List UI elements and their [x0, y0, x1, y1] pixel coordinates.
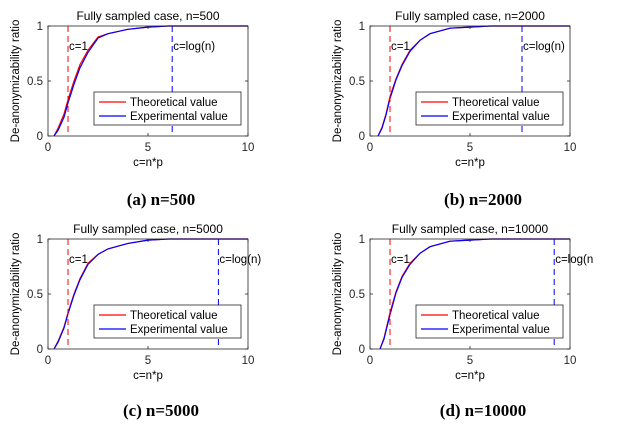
x-tick-label: 5 — [467, 142, 473, 154]
legend-label-theoretical: Theoretical value — [130, 97, 218, 109]
reference-label-clogn: c=log(n) — [523, 41, 565, 53]
legend-label-theoretical: Theoretical value — [452, 97, 540, 109]
legend-label-experimental: Experimental value — [130, 111, 228, 123]
x-tick-label: 10 — [564, 142, 577, 154]
chart-a: c=1 c=log(n) 0 5 10 0 0.5 1 Fully sampled case, … — [10, 9, 255, 169]
y-axis-label: De-anonymizability ratio — [10, 20, 22, 143]
x-tick-label: 0 — [367, 142, 373, 154]
x-tick-label: 5 — [467, 355, 473, 367]
y-tick-label: 1 — [359, 234, 365, 246]
caption-b: (b) n=2000 — [322, 190, 644, 210]
reference-label-clogn: c=log(n) — [219, 254, 261, 266]
y-tick-label: 0 — [37, 344, 43, 356]
x-tick-label: 0 — [367, 355, 373, 367]
chart-c: c=1 c=log(n) 0 5 10 0 0.5 1 Fully sampled case, … — [10, 222, 261, 382]
reference-label-clogn: c=log(n — [555, 254, 593, 266]
legend-label-theoretical: Theoretical value — [130, 310, 218, 322]
reference-label-c1: c=1 — [391, 254, 410, 266]
reference-label-c1: c=1 — [69, 41, 88, 53]
legend-label-experimental: Experimental value — [452, 111, 550, 123]
y-tick-label: 0 — [359, 344, 365, 356]
x-tick-label: 5 — [145, 142, 151, 154]
y-tick-label: 0 — [37, 131, 43, 143]
chart-panel-c: c=1 c=log(n) 0 5 10 0 0.5 1 Fully sampled case, … — [0, 213, 322, 430]
legend-label-experimental: Experimental value — [130, 324, 228, 336]
x-axis-label: c=n*p — [133, 370, 163, 382]
x-tick-label: 10 — [242, 142, 255, 154]
caption-a: (a) n=500 — [0, 190, 322, 210]
caption-a-text: n=500 — [150, 190, 196, 209]
chart-b: c=1 c=log(n) 0 5 10 0 0.5 1 Fully sampled case, … — [332, 9, 577, 169]
x-axis-label: c=n*p — [455, 157, 485, 169]
x-tick-label: 10 — [242, 355, 255, 367]
legend-box — [415, 91, 564, 126]
legend-box — [93, 91, 242, 126]
caption-c-label: (c) — [122, 401, 142, 420]
x-tick-label: 0 — [45, 355, 51, 367]
caption-d-label: (d) — [439, 401, 461, 420]
chart-title: Fully sampled case, n=5000 — [73, 222, 223, 236]
caption-b-label: (b) — [444, 190, 465, 209]
reference-label-c1: c=1 — [391, 41, 410, 53]
caption-b-text: n=2000 — [468, 190, 522, 209]
y-tick-label: 0 — [359, 131, 365, 143]
x-axis-label: c=n*p — [133, 157, 163, 169]
chart-panel-a: c=1 c=log(n) 0 5 10 0 0.5 1 Fully sampled case, … — [0, 0, 322, 217]
chart-title: Fully sampled case, n=2000 — [395, 9, 545, 23]
x-tick-label: 10 — [564, 355, 577, 367]
caption-c-text: n=5000 — [145, 401, 200, 420]
reference-label-clogn: c=log(n) — [173, 41, 215, 53]
caption-c: (c) n=5000 — [0, 401, 322, 421]
chart-d: c=1 c=log(n 0 5 10 0 0.5 1 Fully sampled case, n… — [332, 222, 593, 382]
chart-title: Fully sampled case, n=10000 — [392, 222, 549, 236]
y-axis-label: De-anonymizability ratio — [10, 233, 22, 356]
y-axis-label: De-anonymizability ratio — [332, 233, 344, 356]
y-tick-label: 0.5 — [27, 289, 43, 301]
legend-box — [415, 304, 564, 339]
y-tick-label: 1 — [37, 234, 43, 246]
caption-d: (d) n=10000 — [322, 401, 644, 421]
y-tick-label: 1 — [359, 21, 365, 33]
y-tick-label: 0.5 — [27, 76, 43, 88]
legend-label-theoretical: Theoretical value — [452, 310, 540, 322]
legend-box — [93, 304, 242, 339]
caption-a-label: (a) — [126, 190, 147, 209]
chart-panel-d: c=1 c=log(n 0 5 10 0 0.5 1 Fully sampled case, n… — [322, 213, 644, 430]
caption-d-text: n=10000 — [464, 401, 527, 420]
x-axis-label: c=n*p — [455, 370, 485, 382]
legend-label-experimental: Experimental value — [452, 324, 550, 336]
chart-panel-b: c=1 c=log(n) 0 5 10 0 0.5 1 Fully sampled case, … — [322, 0, 644, 217]
y-tick-label: 1 — [37, 21, 43, 33]
y-axis-label: De-anonymizability ratio — [332, 20, 344, 143]
y-tick-label: 0.5 — [349, 289, 365, 301]
y-tick-label: 0.5 — [349, 76, 365, 88]
reference-label-c1: c=1 — [69, 254, 88, 266]
chart-title: Fully sampled case, n=500 — [76, 9, 219, 23]
x-tick-label: 5 — [145, 355, 151, 367]
x-tick-label: 0 — [45, 142, 51, 154]
